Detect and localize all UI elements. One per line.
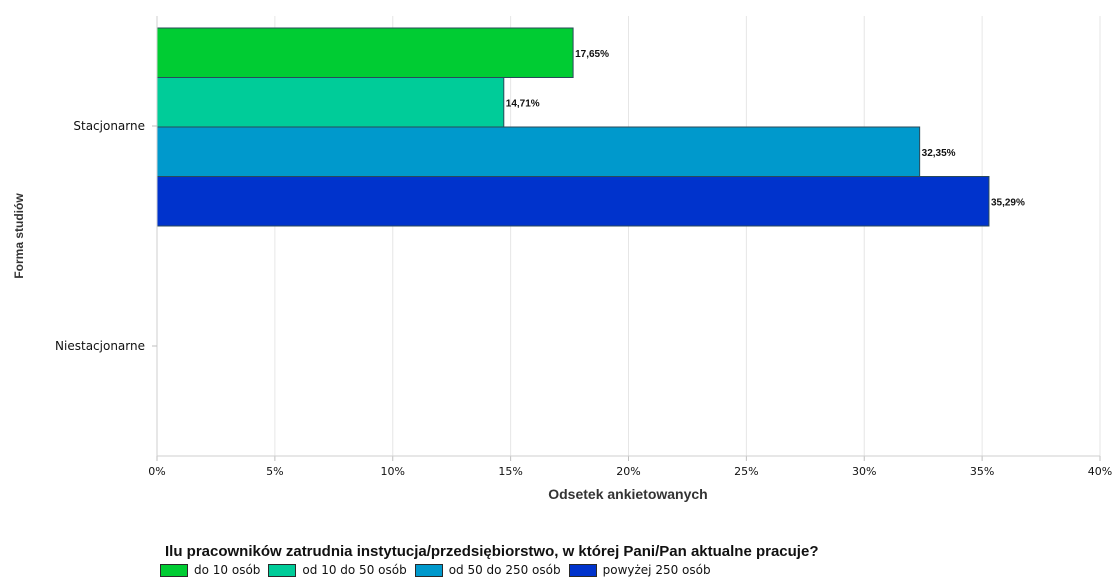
legend-swatch — [160, 563, 188, 577]
bar — [156, 77, 505, 128]
y-axis-title: Forma studiów — [12, 193, 26, 279]
legend-label: powyżej 250 osób — [602, 563, 711, 577]
data-label: 32,35% — [922, 148, 956, 159]
x-tick-labels: 0% 5% 10% 15% 20% 25% 30% 35% 40% — [148, 465, 1112, 478]
bars: 17,65% 14,71% 32,35% 35,29% — [156, 27, 1025, 227]
legend-label: do 10 osób — [194, 563, 261, 577]
legend: do 10 osób od 10 do 50 osób od 50 do 250 o… — [160, 563, 719, 577]
legend-label: od 50 do 250 osób — [448, 563, 561, 577]
y-tick-label: Stacjonarne — [73, 119, 145, 133]
legend-swatch — [568, 563, 597, 577]
x-tick-label: 40% — [1088, 465, 1112, 478]
legend-swatch — [268, 563, 297, 577]
y-tick-labels: Stacjonarne Niestacjonarne — [55, 119, 157, 353]
x-tick-label: 30% — [852, 465, 876, 478]
x-tick-label: 15% — [498, 465, 522, 478]
x-axis-title: Odsetek ankietowanych — [548, 486, 708, 502]
legend-item: od 10 do 50 osób — [268, 563, 407, 577]
x-tick-label: 5% — [266, 465, 283, 478]
x-tick-label: 10% — [381, 465, 405, 478]
legend-item: od 50 do 250 osób — [414, 563, 561, 577]
data-label: 35,29% — [991, 197, 1025, 208]
data-label: 17,65% — [575, 49, 609, 60]
legend-swatch — [414, 563, 443, 577]
bar — [156, 176, 990, 227]
y-tick-label: Niestacjonarne — [55, 339, 145, 353]
x-tick-label: 0% — [148, 465, 165, 478]
x-tick-label: 35% — [970, 465, 994, 478]
data-label: 14,71% — [506, 98, 540, 109]
bar — [156, 27, 574, 78]
x-tick-label: 20% — [616, 465, 640, 478]
legend-item: powyżej 250 osób — [568, 563, 711, 577]
x-tick-label: 25% — [734, 465, 758, 478]
bar — [156, 126, 921, 177]
legend-label: od 10 do 50 osób — [302, 563, 407, 577]
legend-title: Ilu pracowników zatrudnia instytucja/prz… — [165, 543, 819, 560]
legend-item: do 10 osób — [160, 563, 260, 577]
